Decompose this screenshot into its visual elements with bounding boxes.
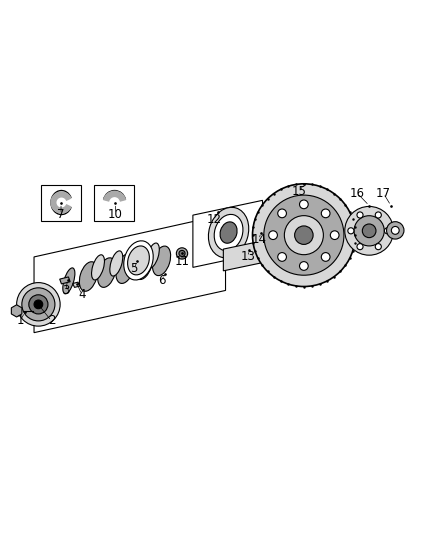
Ellipse shape (208, 207, 249, 258)
Polygon shape (11, 305, 22, 317)
Ellipse shape (98, 258, 116, 287)
Ellipse shape (124, 241, 153, 280)
Circle shape (300, 200, 308, 209)
Circle shape (257, 231, 264, 238)
Polygon shape (193, 200, 262, 268)
Text: 3: 3 (62, 284, 70, 297)
Circle shape (295, 226, 313, 245)
Ellipse shape (116, 254, 134, 284)
Bar (41, 185, 81, 221)
Polygon shape (73, 282, 80, 287)
Circle shape (391, 227, 399, 235)
Text: 16: 16 (350, 187, 365, 200)
Circle shape (284, 216, 323, 255)
Text: 4: 4 (78, 288, 86, 301)
Text: 5: 5 (131, 262, 138, 275)
Bar (94, 185, 134, 221)
Circle shape (375, 212, 381, 218)
Text: 14: 14 (251, 233, 267, 246)
Polygon shape (34, 214, 226, 333)
Circle shape (22, 288, 55, 321)
Ellipse shape (214, 214, 243, 251)
Circle shape (345, 206, 393, 255)
Ellipse shape (79, 262, 98, 291)
Ellipse shape (92, 255, 104, 280)
Polygon shape (223, 239, 269, 271)
Circle shape (278, 209, 286, 217)
Ellipse shape (220, 222, 237, 243)
Text: 11: 11 (174, 255, 190, 268)
Ellipse shape (127, 246, 149, 275)
Text: 13: 13 (241, 251, 256, 263)
Circle shape (387, 222, 404, 239)
Circle shape (177, 248, 187, 259)
Circle shape (34, 300, 43, 309)
Text: 7: 7 (57, 208, 65, 221)
Wedge shape (51, 192, 71, 213)
Circle shape (321, 209, 330, 217)
Circle shape (348, 228, 354, 234)
Circle shape (357, 244, 363, 249)
Circle shape (300, 262, 308, 270)
Wedge shape (104, 191, 125, 201)
Text: 15: 15 (292, 185, 307, 198)
Text: 1: 1 (16, 314, 24, 327)
Circle shape (330, 231, 339, 239)
Text: 12: 12 (206, 213, 221, 226)
Circle shape (321, 253, 330, 261)
Ellipse shape (110, 251, 123, 276)
Circle shape (357, 212, 363, 218)
Ellipse shape (134, 250, 152, 279)
Polygon shape (60, 277, 70, 284)
Circle shape (29, 295, 48, 314)
Text: 6: 6 (158, 274, 165, 287)
Circle shape (268, 231, 277, 239)
Circle shape (179, 251, 185, 256)
Text: 17: 17 (376, 187, 391, 200)
Ellipse shape (152, 246, 171, 276)
Circle shape (354, 216, 384, 246)
Text: 10: 10 (108, 208, 123, 221)
Ellipse shape (63, 268, 75, 294)
Circle shape (362, 224, 376, 238)
Circle shape (385, 228, 391, 234)
Circle shape (253, 184, 355, 287)
Circle shape (278, 253, 286, 261)
Text: 2: 2 (48, 314, 55, 327)
Circle shape (17, 282, 60, 326)
Circle shape (264, 195, 344, 275)
Ellipse shape (128, 247, 141, 272)
Ellipse shape (146, 243, 159, 268)
Circle shape (375, 244, 381, 249)
